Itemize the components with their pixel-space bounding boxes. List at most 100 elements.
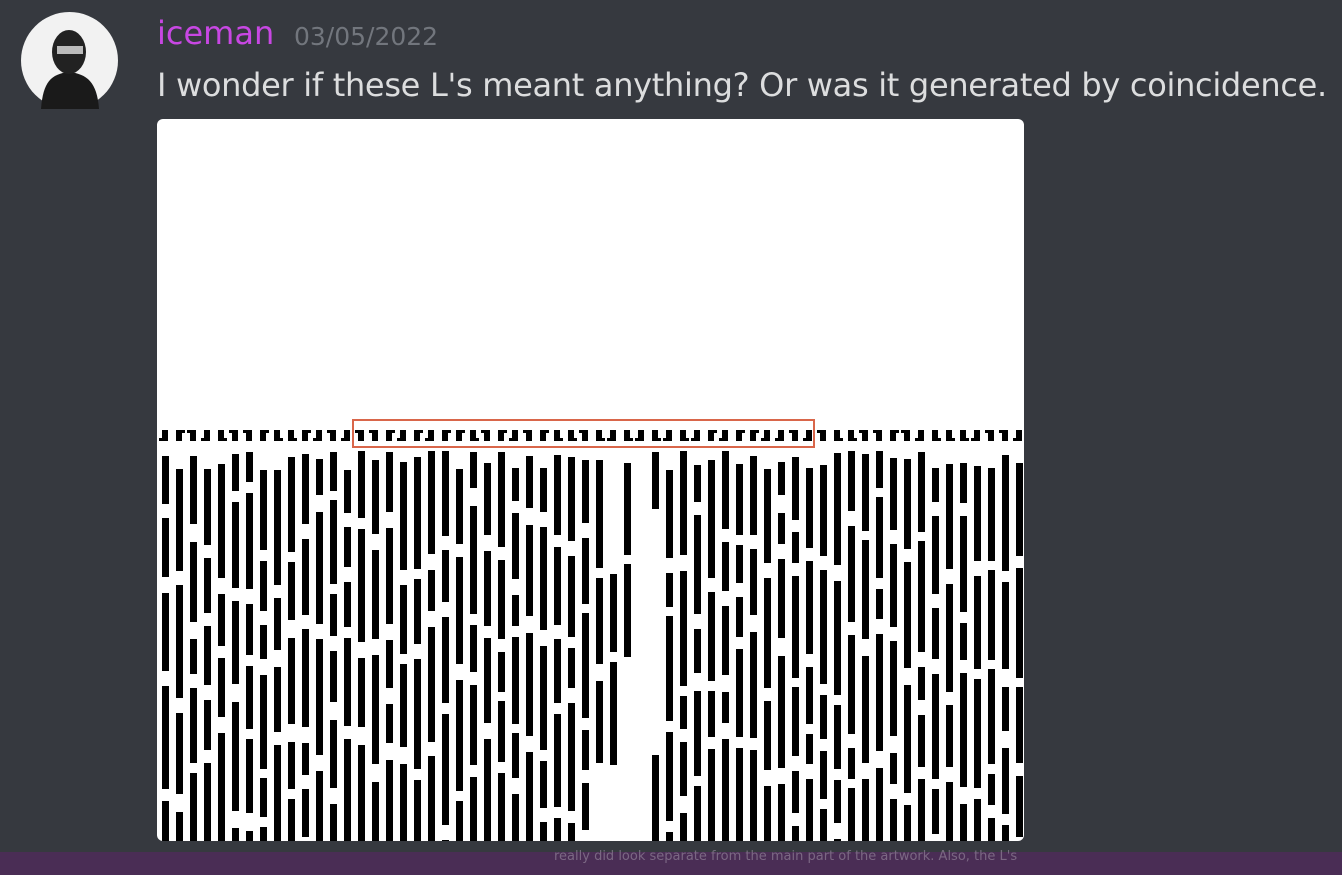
bar <box>162 801 169 841</box>
glyph <box>232 430 238 441</box>
bar <box>862 540 869 639</box>
glyph <box>557 438 563 441</box>
bar <box>722 606 729 675</box>
bar <box>806 667 813 724</box>
bar <box>456 557 463 664</box>
bar <box>946 584 953 692</box>
bar <box>442 451 449 536</box>
bar <box>386 640 393 688</box>
bar <box>554 714 561 807</box>
bar <box>232 454 239 491</box>
bar <box>470 777 477 841</box>
bar <box>750 750 757 841</box>
glyph <box>873 430 879 433</box>
glyph <box>344 430 350 441</box>
glyph <box>543 430 549 433</box>
glyph <box>1002 430 1008 441</box>
bar <box>372 782 379 841</box>
bar <box>596 681 603 763</box>
bar <box>386 760 393 841</box>
glyph <box>663 438 669 441</box>
bar <box>204 626 211 685</box>
glyph <box>750 430 756 441</box>
glyph <box>915 438 921 441</box>
bar <box>428 570 435 611</box>
glyph <box>243 430 249 433</box>
bar <box>694 786 701 841</box>
glyph <box>389 430 395 433</box>
glyph <box>862 430 868 441</box>
bar <box>778 656 785 768</box>
bar <box>932 789 939 834</box>
avatar[interactable] <box>21 12 118 109</box>
bar <box>316 512 323 624</box>
bar <box>722 739 729 841</box>
bar <box>778 462 785 495</box>
bar <box>820 695 827 739</box>
bar <box>232 502 239 588</box>
bar <box>470 625 477 672</box>
bar <box>932 608 939 659</box>
bar <box>652 755 659 841</box>
avatar-body <box>41 72 99 109</box>
bar <box>274 598 281 650</box>
glyph <box>260 430 266 441</box>
bar <box>778 513 785 544</box>
glyph <box>369 430 375 433</box>
bar <box>946 705 953 767</box>
glyph <box>806 430 812 441</box>
bar <box>400 764 407 841</box>
glyph <box>554 430 560 441</box>
username[interactable]: iceman <box>157 14 275 52</box>
bar <box>498 652 505 692</box>
bar <box>764 578 771 688</box>
bar <box>792 457 799 520</box>
bar <box>344 739 351 841</box>
bar <box>470 452 477 488</box>
bar <box>568 648 575 688</box>
bar <box>806 779 813 841</box>
bar <box>890 458 897 530</box>
bar <box>442 840 449 841</box>
attached-image[interactable] <box>157 119 1024 841</box>
glyph <box>775 438 781 441</box>
glyph <box>935 438 941 441</box>
bar <box>792 826 799 841</box>
bar <box>848 526 855 622</box>
bar <box>848 635 855 734</box>
bar <box>428 451 435 554</box>
bar <box>400 585 407 654</box>
bar <box>540 822 547 841</box>
bar <box>904 685 911 793</box>
bar <box>288 562 295 620</box>
bar <box>1016 687 1023 763</box>
bar <box>246 739 253 813</box>
glyph <box>739 430 745 433</box>
bar <box>834 705 841 769</box>
bar <box>512 595 519 626</box>
glyph <box>176 430 182 441</box>
glyph <box>627 438 633 441</box>
bar <box>372 460 379 534</box>
bar <box>162 456 169 504</box>
bar <box>204 700 211 750</box>
bar <box>288 799 295 841</box>
bar <box>862 656 869 763</box>
bar <box>666 832 673 841</box>
bar <box>330 651 337 702</box>
bar <box>792 771 799 813</box>
bar <box>204 558 211 613</box>
bar <box>218 658 225 717</box>
glyph <box>190 430 196 441</box>
bar <box>946 782 953 841</box>
glyph <box>901 430 907 433</box>
bar <box>232 828 239 841</box>
glyph <box>305 430 311 433</box>
bar <box>876 451 883 488</box>
bar <box>806 468 813 548</box>
bar <box>904 459 911 549</box>
glyph <box>428 430 434 441</box>
bar <box>400 664 407 747</box>
bar <box>456 680 463 791</box>
glyph <box>187 430 193 433</box>
